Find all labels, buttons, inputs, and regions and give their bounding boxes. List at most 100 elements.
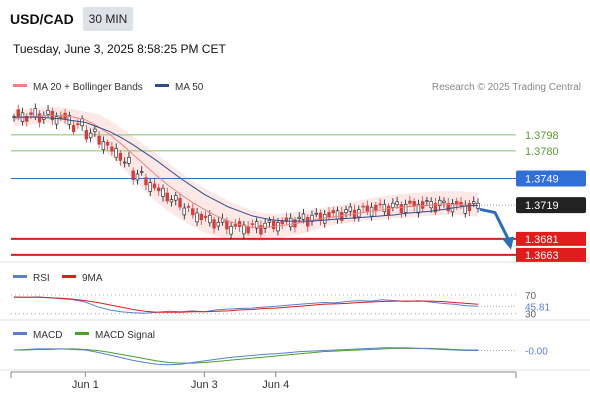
price-levels [11, 134, 516, 256]
candle-body [365, 205, 370, 213]
candle-body [46, 110, 50, 115]
ma20-legend-swatch [13, 84, 27, 87]
candle-body [93, 128, 97, 132]
candle-body [178, 198, 182, 208]
candle-body [416, 203, 421, 214]
x-tick-label: Jun 1 [72, 379, 99, 391]
candle-body [152, 183, 157, 189]
candle-body [216, 221, 221, 227]
candle-body [16, 109, 20, 117]
candle-body [297, 216, 301, 219]
candle-body [233, 224, 238, 227]
candle-body [271, 220, 276, 230]
datetime-label: Tuesday, June 3, 2025 8:58:25 PM CET [13, 42, 226, 56]
ma50-legend-swatch [155, 84, 169, 87]
candle-body [118, 152, 123, 161]
candle-body [37, 113, 42, 123]
candle-body [425, 200, 429, 202]
macd-line [13, 347, 478, 366]
support-tag [516, 231, 586, 246]
candle-body [186, 206, 191, 208]
candle-body [403, 204, 408, 213]
candle-body [246, 226, 250, 234]
candle-body [408, 200, 412, 204]
candle-body [395, 201, 399, 206]
candle-body [114, 148, 118, 158]
candle-body [331, 210, 335, 214]
rsi-level-label: 70 [525, 291, 537, 302]
candle-body [54, 116, 59, 125]
pivot-label: 1.3749 [525, 173, 559, 185]
candle-body [420, 201, 425, 209]
candle-body [433, 203, 438, 213]
candle-body [344, 209, 348, 213]
candle-body [459, 201, 463, 206]
rsi-legend-label: RSI [33, 273, 50, 284]
rsi-legend-swatch [13, 275, 27, 278]
candle-body [399, 204, 404, 214]
rsi-ma-legend-swatch [62, 275, 76, 278]
candle-body [208, 214, 212, 224]
candle-body [76, 123, 80, 125]
ma20-line [13, 114, 479, 228]
candle-body [33, 108, 37, 117]
x-tick-label: Jun 4 [262, 379, 289, 391]
candle-body [250, 223, 255, 225]
symbol-title: USD/CAD [10, 11, 74, 27]
macd-legend-swatch [13, 332, 27, 335]
macd-signal-legend-swatch [75, 332, 89, 335]
candle-body [29, 112, 33, 116]
candle-body [242, 224, 246, 235]
candle-body [284, 217, 289, 223]
candle-body [335, 210, 340, 220]
support-label: 1.3681 [525, 234, 559, 246]
timeframe-badge[interactable] [83, 7, 133, 31]
rsi-ma-line [14, 296, 479, 313]
candle-body [386, 205, 391, 216]
candle-body [25, 115, 29, 122]
candle-body [84, 130, 89, 140]
candle-body [101, 141, 106, 151]
candle-body [301, 213, 306, 220]
candle-body [191, 208, 195, 216]
macd-current-value: -0.00 [525, 347, 548, 358]
copyright-label: Research © 2025 Trading Central [432, 82, 581, 93]
candle-body [412, 201, 416, 207]
support-tag [516, 247, 586, 262]
candle-body [442, 200, 446, 203]
candle-body [195, 212, 199, 223]
macd-legend-label: MACD [33, 330, 62, 341]
forecast-arrow [479, 208, 514, 250]
resistance-label: 1.3798 [525, 130, 559, 142]
macd-signal-line [14, 347, 478, 364]
rsi-line [13, 296, 479, 314]
candle-body [105, 141, 110, 146]
resistance-label: 1.3780 [525, 146, 559, 158]
candle-body [71, 125, 76, 133]
last-price-label: 1.3719 [525, 200, 559, 212]
candle-body [263, 222, 267, 229]
candle-body [131, 170, 135, 181]
rsi-current-value: 45.81 [525, 302, 550, 313]
candle-body [59, 116, 63, 119]
candle-body [382, 204, 387, 212]
candle-body [135, 173, 140, 181]
candle-body [288, 217, 293, 228]
timeframe-label: 30 MIN [89, 12, 128, 26]
candle-body [157, 187, 161, 192]
candle-body [455, 200, 459, 206]
candle-body [229, 226, 233, 235]
candle-body [161, 188, 165, 197]
candle-body [174, 195, 178, 201]
bollinger-band-area [14, 107, 478, 241]
forecast-arrow-head [502, 236, 514, 250]
candle-body [122, 161, 127, 164]
candle-body [340, 212, 344, 221]
candle-body [144, 177, 148, 186]
candle-body [212, 219, 216, 229]
candle-body [259, 225, 263, 235]
candle-body [472, 201, 476, 204]
x-tick-label: Jun 3 [191, 379, 218, 391]
ma50-line [14, 116, 479, 222]
